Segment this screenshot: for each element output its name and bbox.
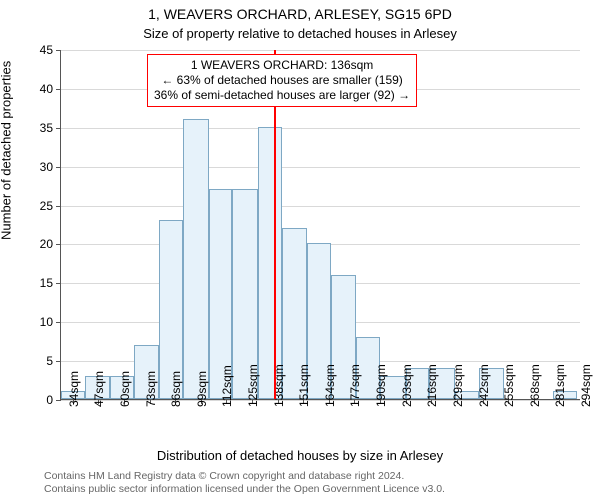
ytick-label: 10: [40, 315, 61, 329]
copyright-line-1: Contains HM Land Registry data © Crown c…: [44, 470, 445, 483]
chart-title: 1, WEAVERS ORCHARD, ARLESEY, SG15 6PD: [0, 6, 600, 22]
chart-container: 1, WEAVERS ORCHARD, ARLESEY, SG15 6PD Si…: [0, 0, 600, 500]
xtick-label: 190sqm: [374, 364, 388, 407]
ytick-label: 20: [40, 237, 61, 251]
ytick-label: 45: [40, 43, 61, 57]
ytick-label: 25: [40, 199, 61, 213]
xtick-label: 151sqm: [297, 364, 311, 407]
annotation-line: 36% of semi-detached houses are larger (…: [154, 88, 410, 103]
histogram-bar: [183, 119, 209, 399]
y-axis-label: Number of detached properties: [0, 61, 14, 240]
xtick-label: 112sqm: [220, 365, 234, 407]
chart-subtitle: Size of property relative to detached ho…: [0, 26, 600, 41]
xtick-label: 125sqm: [246, 364, 260, 407]
ytick-label: 0: [46, 393, 61, 407]
annotation-line: ← 63% of detached houses are smaller (15…: [154, 73, 410, 88]
xtick-label: 47sqm: [92, 371, 106, 407]
xtick-label: 229sqm: [451, 364, 465, 407]
xtick-label: 255sqm: [502, 364, 516, 407]
ytick-label: 35: [40, 121, 61, 135]
annotation-line: 1 WEAVERS ORCHARD: 136sqm: [154, 58, 410, 73]
histogram-bar: [258, 127, 282, 399]
xtick-label: 177sqm: [348, 364, 362, 407]
xtick-label: 242sqm: [477, 364, 491, 407]
xtick-label: 60sqm: [118, 371, 132, 407]
plot-inner: 05101520253035404534sqm47sqm60sqm73sqm86…: [60, 50, 580, 400]
annotation-box: 1 WEAVERS ORCHARD: 136sqm← 63% of detach…: [147, 54, 417, 107]
plot-area: 05101520253035404534sqm47sqm60sqm73sqm86…: [60, 50, 580, 400]
ytick-label: 15: [40, 276, 61, 290]
xtick-label: 164sqm: [323, 364, 337, 407]
xtick-label: 268sqm: [528, 364, 542, 407]
xtick-label: 99sqm: [195, 371, 209, 407]
xtick-label: 73sqm: [144, 371, 158, 407]
ytick-label: 5: [46, 354, 61, 368]
xtick-label: 216sqm: [425, 364, 439, 407]
x-axis-label: Distribution of detached houses by size …: [0, 448, 600, 463]
copyright-text: Contains HM Land Registry data © Crown c…: [44, 470, 445, 495]
ytick-label: 40: [40, 82, 61, 96]
xtick-label: 294sqm: [579, 364, 593, 407]
xtick-label: 34sqm: [67, 371, 81, 407]
xtick-label: 281sqm: [553, 364, 567, 407]
xtick-label: 86sqm: [169, 371, 183, 407]
ytick-label: 30: [40, 160, 61, 174]
copyright-line-2: Contains public sector information licen…: [44, 483, 445, 496]
xtick-label: 203sqm: [400, 364, 414, 407]
